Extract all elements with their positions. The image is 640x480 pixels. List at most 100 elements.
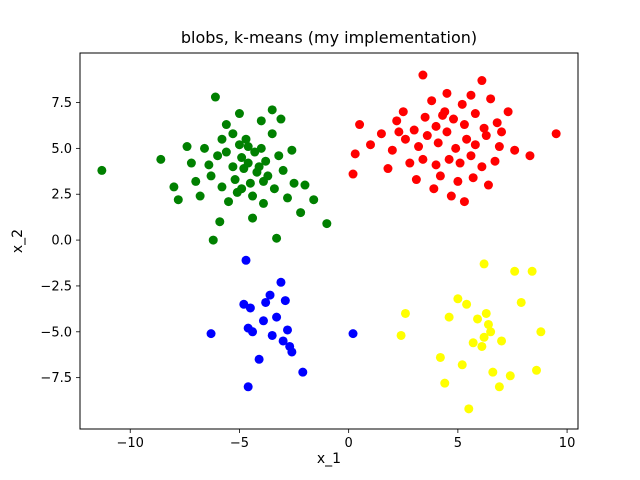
data-point: [464, 404, 474, 414]
data-point: [462, 299, 472, 309]
data-point: [156, 154, 166, 164]
data-point: [278, 165, 288, 175]
data-point: [470, 109, 480, 119]
data-point: [234, 109, 244, 119]
data-point: [422, 131, 432, 141]
data-point: [392, 116, 402, 126]
x-tick-label: −5: [230, 436, 249, 451]
data-point: [245, 178, 255, 188]
data-point: [243, 158, 253, 168]
y-tick-label: 0.0: [51, 234, 72, 249]
data-point: [243, 142, 253, 152]
data-point: [420, 112, 430, 122]
data-point: [191, 176, 201, 186]
data-point: [265, 290, 275, 300]
x-axis-label: x_1: [317, 451, 341, 467]
data-point: [438, 110, 448, 120]
data-point: [462, 134, 472, 144]
data-point: [473, 314, 483, 324]
data-point: [551, 129, 561, 139]
plot-area: −10 −5 0 5 10 −7.5 −5.0 −2.5 0.0 2.5 5.0 7.5: [40, 52, 579, 451]
data-point: [492, 118, 502, 128]
data-point: [479, 259, 489, 269]
data-point: [186, 158, 196, 168]
data-point: [280, 296, 290, 306]
data-point: [272, 233, 282, 243]
data-point: [442, 88, 452, 98]
x-tick-label: −10: [117, 436, 144, 451]
data-point: [405, 158, 415, 168]
data-point: [433, 138, 443, 148]
chart-title: blobs, k-means (my implementation): [181, 28, 477, 47]
data-point: [296, 208, 306, 218]
y-axis-label: x_2: [10, 229, 26, 253]
data-point: [394, 127, 404, 137]
data-point: [477, 341, 487, 351]
data-point: [427, 96, 437, 106]
data-point: [241, 134, 251, 144]
data-point: [431, 160, 441, 170]
data-point: [453, 294, 463, 304]
data-point: [256, 116, 266, 126]
y-tick-label: 5.0: [51, 142, 72, 157]
data-point: [221, 147, 231, 157]
data-point: [532, 365, 541, 375]
data-point: [206, 329, 216, 339]
data-point: [466, 90, 476, 100]
data-point: [169, 182, 179, 192]
y-tick-label: −5.0: [40, 325, 72, 340]
data-point: [261, 156, 271, 166]
data-point: [455, 158, 465, 168]
data-point: [477, 162, 487, 172]
data-point: [483, 319, 493, 329]
series-cluster-yellow: [396, 259, 546, 414]
data-point: [217, 134, 227, 144]
data-point: [263, 171, 273, 181]
data-point: [261, 297, 271, 307]
data-point: [208, 235, 218, 245]
data-point: [237, 184, 247, 194]
data-point: [435, 352, 445, 362]
data-point: [442, 127, 452, 137]
data-point: [267, 129, 277, 139]
data-point: [173, 195, 183, 205]
data-point: [215, 217, 225, 227]
data-point: [256, 143, 266, 153]
data-point: [206, 171, 216, 181]
data-point: [435, 171, 445, 181]
data-point: [348, 169, 358, 179]
data-point: [224, 197, 234, 207]
data-point: [241, 255, 251, 265]
data-point: [254, 162, 264, 172]
data-point: [195, 191, 205, 201]
data-point: [230, 175, 240, 185]
data-point: [481, 308, 491, 318]
data-point: [459, 120, 469, 130]
data-point: [258, 198, 268, 208]
data-point: [466, 151, 476, 161]
data-point: [494, 382, 504, 392]
data-point: [376, 129, 386, 139]
data-point: [510, 266, 520, 276]
data-point: [400, 134, 410, 144]
data-point: [503, 107, 513, 117]
data-point: [497, 336, 507, 346]
data-point: [477, 76, 487, 86]
series-cluster-blue: [206, 255, 358, 392]
data-point: [479, 332, 489, 342]
data-point: [516, 297, 526, 307]
y-tick-label: 7.5: [51, 96, 72, 111]
data-point: [510, 145, 520, 155]
data-point: [97, 165, 107, 175]
data-point: [459, 197, 469, 207]
data-point: [468, 338, 478, 348]
data-point: [453, 176, 463, 186]
data-point: [298, 367, 308, 377]
data-point: [204, 160, 214, 170]
data-point: [418, 154, 428, 164]
data-point: [494, 142, 504, 152]
data-point: [366, 140, 375, 150]
data-point: [536, 327, 546, 337]
data-point: [243, 382, 253, 392]
